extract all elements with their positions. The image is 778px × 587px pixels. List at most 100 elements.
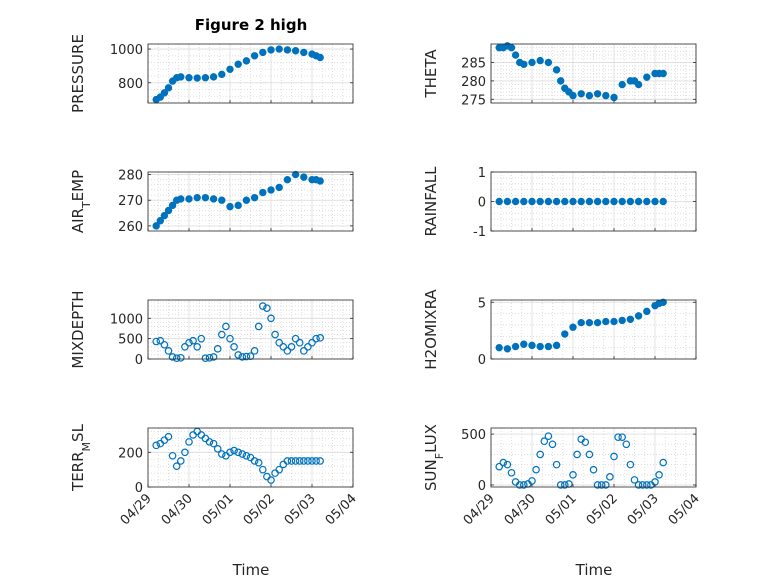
subplot-3: -1 0 1 RAINFALL: [422, 166, 697, 240]
data-point: [602, 91, 610, 100]
data-point: [642, 481, 651, 489]
data-point: [511, 197, 520, 206]
data-point: [152, 222, 160, 230]
data-point: [152, 441, 161, 450]
y-tick-label: 275: [461, 93, 486, 108]
data-point: [259, 48, 267, 57]
y-tick-label: 5: [478, 296, 486, 311]
data-point: [561, 197, 569, 206]
data-point: [519, 481, 528, 489]
data-point: [287, 457, 296, 465]
data-point: [593, 197, 602, 206]
data-point: [181, 448, 189, 457]
data-point: [557, 77, 565, 85]
data-point: [536, 56, 544, 65]
data-point: [291, 170, 300, 179]
y-axis-label-2: AIRTEMP: [69, 170, 93, 233]
axes-box: [147, 43, 354, 104]
data-point: [503, 345, 512, 353]
data-point: [226, 334, 234, 343]
data-point: [242, 352, 251, 361]
data-point: [218, 196, 226, 204]
data-point: [234, 201, 242, 210]
data-point: [618, 197, 626, 206]
x-tick-label: 05/01: [543, 491, 580, 528]
data-point: [634, 80, 643, 89]
data-point: [234, 448, 243, 457]
data-point: [209, 73, 218, 81]
data-point: [250, 193, 259, 202]
data-point: [283, 175, 292, 184]
data-point: [271, 330, 279, 339]
data-point: [238, 450, 247, 458]
data-point: [528, 197, 536, 206]
data-point: [552, 460, 561, 469]
data-point: [300, 173, 308, 181]
data-point: [226, 448, 234, 457]
data-point: [287, 342, 296, 351]
data-point: [205, 438, 214, 446]
data-point: [552, 66, 561, 74]
data-point: [622, 440, 631, 449]
y-tick-label: 200: [118, 446, 143, 461]
data-point: [569, 197, 577, 206]
data-point: [626, 460, 635, 469]
data-point: [528, 58, 536, 67]
data-point: [585, 91, 594, 100]
data-point: [659, 298, 667, 306]
y-tick-label: 1: [478, 166, 486, 181]
data-point: [618, 433, 627, 441]
data-point: [651, 197, 659, 206]
data-point: [552, 197, 561, 206]
data-point: [495, 197, 503, 206]
data-point: [295, 338, 304, 347]
axes-background: [491, 428, 696, 487]
data-point: [218, 70, 226, 79]
data-point: [299, 347, 308, 355]
data-point: [201, 193, 210, 202]
y-axis-label-5: H2OMIXRA: [422, 289, 440, 370]
x-tick-label: 05/02: [584, 491, 621, 528]
subplot-2: 260 270 280 AIRTEMP: [69, 169, 354, 235]
data-point: [160, 340, 169, 349]
data-point: [577, 318, 585, 327]
data-point: [536, 450, 545, 459]
data-point: [205, 353, 214, 362]
data-point: [540, 437, 549, 446]
data-point: [164, 432, 173, 441]
data-point: [234, 351, 243, 359]
data-point: [316, 53, 324, 62]
data-point: [275, 338, 284, 347]
data-point: [250, 457, 259, 465]
x-tick-label: 05/02: [241, 491, 278, 528]
data-point: [226, 202, 234, 211]
data-point: [300, 48, 308, 57]
data-point: [597, 481, 606, 489]
data-point: [291, 457, 300, 465]
data-point: [258, 465, 267, 474]
data-point: [201, 354, 210, 362]
y-axis-label-4: MIXDEPTH: [69, 290, 87, 368]
data-point: [168, 353, 177, 361]
data-point: [618, 316, 626, 325]
data-point: [299, 457, 308, 465]
data-point: [312, 334, 320, 343]
x-tick-label: 05/03: [625, 491, 662, 528]
data-point: [316, 177, 324, 185]
data-point: [250, 347, 259, 355]
data-point: [312, 457, 320, 465]
data-point: [610, 197, 618, 206]
data-point: [544, 197, 553, 206]
axes-box: [490, 43, 697, 104]
data-point: [164, 206, 173, 215]
data-point: [160, 211, 169, 220]
data-point: [156, 217, 165, 225]
data-point: [503, 460, 512, 469]
data-point: [177, 73, 185, 81]
axes-background: [148, 300, 353, 359]
y-tick-label: 280: [118, 169, 143, 184]
data-point: [638, 481, 647, 489]
y-tick-label: 500: [118, 333, 143, 348]
subplot-4: 0 500 1000 MIXDEPTH: [69, 290, 354, 369]
